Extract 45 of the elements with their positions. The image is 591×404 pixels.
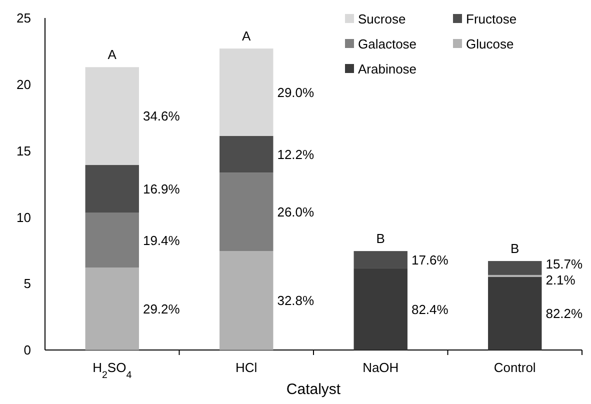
bar [488, 261, 542, 275]
x-tick-label: Control [494, 360, 536, 375]
annotation: 32.8% [277, 293, 315, 308]
bar [220, 136, 274, 173]
annotation: 26.0% [277, 204, 315, 220]
annotation: 82.2% [546, 306, 584, 321]
x-tick-label: H$_{2}$SO$_{4}$ [92, 360, 132, 380]
annotation: 29.0% [277, 84, 315, 100]
annotation: 82.4% [411, 302, 449, 317]
x-tick-label: HCl [236, 360, 258, 375]
legend-label: Fructose [466, 12, 517, 27]
annotation: 17.6% [411, 252, 449, 268]
bar [220, 172, 274, 252]
bar [220, 251, 274, 350]
y-tick-label: 10 [16, 210, 31, 225]
bar [85, 268, 139, 350]
annotation: A [108, 47, 117, 62]
bar [354, 251, 408, 268]
legend-label: Sucrose [358, 12, 406, 27]
x-axis-title: Catalyst [286, 381, 342, 398]
bar [85, 165, 139, 213]
y-tick-label: 0 [24, 342, 31, 358]
annotation: 29.2% [142, 301, 180, 316]
annotation: 15.7% [546, 256, 584, 272]
bar [85, 212, 139, 268]
x-tick-label: NaOH [362, 360, 399, 375]
y-tick-label: 5 [24, 276, 31, 292]
legend-label: Glucose [466, 36, 514, 52]
y-tick-label: 25 [16, 10, 31, 26]
annotation: B [376, 231, 385, 246]
annotation: 19.4% [142, 232, 180, 248]
bar [354, 268, 408, 350]
bar [488, 276, 542, 350]
legend-label: Galactose [358, 36, 417, 52]
annotation: A [242, 28, 252, 44]
bar [85, 67, 139, 166]
legend-label: Arabinose [358, 62, 417, 77]
annotation: B [510, 241, 520, 256]
annotation: 12.2% [277, 146, 315, 162]
y-tick-label: 20 [16, 76, 31, 92]
annotation: 34.6% [142, 108, 180, 124]
bar [220, 48, 274, 136]
y-tick-label: 15 [16, 143, 31, 158]
annotation: 16.9% [142, 181, 180, 196]
annotation: 2.1% [546, 272, 576, 288]
